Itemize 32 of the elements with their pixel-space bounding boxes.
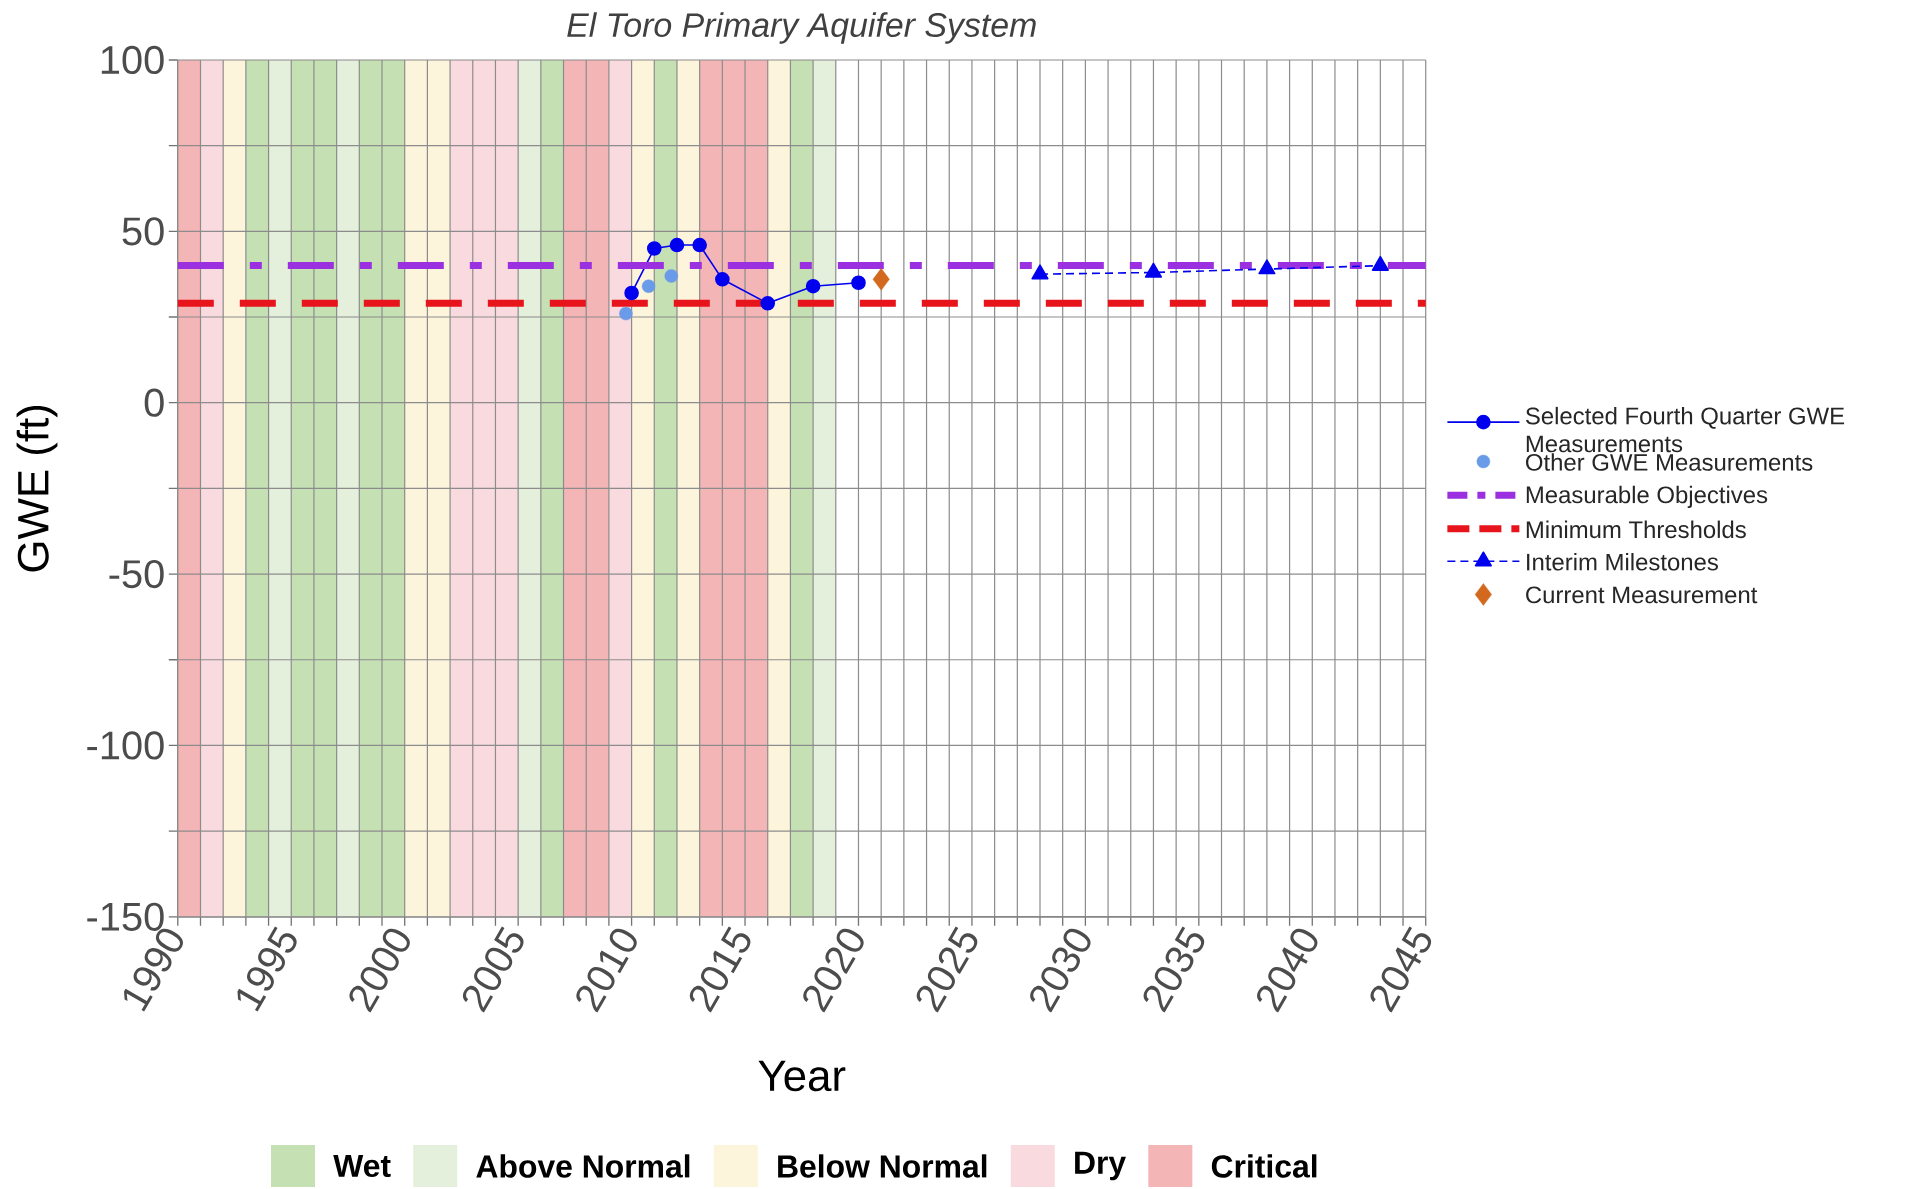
y-axis-title: GWE (ft) (16, 405, 58, 572)
point (669, 237, 685, 253)
point (641, 279, 656, 293)
legend-label: Above Normal (476, 1154, 690, 1178)
point (1258, 259, 1276, 275)
y-tick-label: -100 (87, 731, 164, 760)
x-axis-title: Year (758, 1060, 846, 1092)
point (715, 272, 730, 287)
legend-label: Dry (1075, 1151, 1126, 1181)
point (624, 285, 639, 301)
legend-label: Current Measurement (1526, 586, 1758, 604)
point (664, 269, 678, 283)
point (872, 268, 890, 291)
y-tick-label: 0 (144, 388, 164, 417)
point (619, 306, 633, 321)
chart-title: El Toro Primary Aquifer System (567, 12, 1036, 44)
legend-label: Measurable Objectives (1526, 485, 1768, 509)
legend-label: Interim Milestones (1527, 553, 1718, 571)
y-tick-label: 100 (101, 45, 164, 75)
legend-label: Critical (1211, 1154, 1317, 1178)
legend-label: Other GWE Measurements (1525, 453, 1813, 471)
point (692, 237, 707, 253)
legend-label: Below Normal (778, 1154, 987, 1178)
point (805, 278, 821, 294)
point (851, 275, 866, 291)
y-tick-label: 50 (122, 217, 164, 246)
legend-label: Minimum Thresholds (1526, 520, 1746, 539)
y-tick-label: -50 (109, 559, 164, 589)
point (760, 296, 776, 311)
point (646, 241, 662, 256)
legend-label: Wet (333, 1154, 391, 1178)
legend-label: Selected Fourth Quarter GWE Measurements (1525, 406, 1845, 453)
